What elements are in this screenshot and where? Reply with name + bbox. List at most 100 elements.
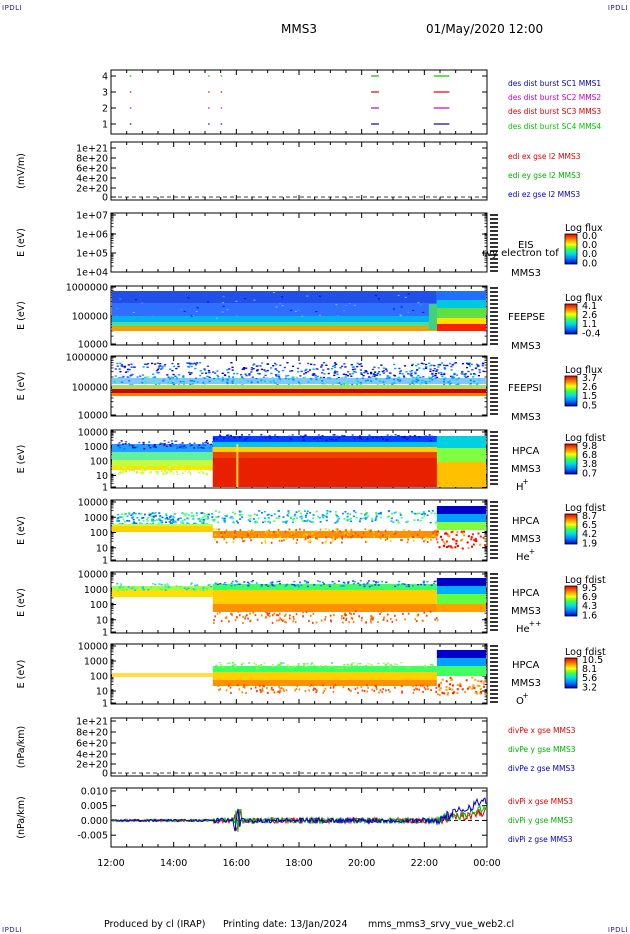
spectrogram-cell: [393, 375, 397, 377]
spectrogram-cell: [189, 373, 192, 375]
species-label-hpca_h: H: [516, 482, 524, 493]
spectrogram-band: [436, 650, 486, 658]
spectrogram-cell: [367, 580, 370, 582]
spectrogram-cell: [256, 369, 259, 372]
spectrogram-cell: [330, 620, 333, 623]
spectrogram-cell: [386, 619, 389, 622]
spectrogram-cell: [120, 583, 123, 585]
spectrogram-cell: [479, 688, 482, 691]
spectrogram-cell: [278, 438, 281, 440]
spectrogram-cell: [353, 437, 356, 440]
spectrogram-cell: [210, 468, 212, 471]
spectrogram-cell: [273, 534, 276, 537]
spectrogram-cell: [246, 581, 249, 584]
spectrogram-cell: [335, 304, 338, 306]
spectrogram-cell: [468, 362, 471, 364]
spectrogram-cell: [156, 471, 159, 473]
spectrogram-cell: [435, 617, 438, 620]
sc-label-hpca_h: MMS3: [511, 464, 541, 475]
spectrogram-cell: [203, 368, 206, 370]
spectrogram-cell: [455, 374, 459, 376]
spectrogram-cell: [414, 687, 417, 690]
spectrogram-cell: [276, 510, 279, 512]
spectrogram-cell: [375, 378, 378, 380]
spectrogram-cell: [476, 684, 479, 687]
spectrogram-cell: [361, 667, 364, 669]
spectrogram-band: [112, 460, 213, 466]
spectrogram-cell: [278, 377, 281, 379]
spectrogram-cell: [417, 377, 420, 379]
spectrogram-cell: [116, 362, 119, 365]
spectrogram-cell: [169, 466, 172, 468]
spectrogram-cell: [405, 521, 408, 523]
y-axis-label-hpca_o: E (eV): [16, 660, 27, 689]
y-tick-label: 8e+20: [76, 154, 108, 165]
spectrogram-cell: [432, 534, 435, 537]
spectrogram-cell: [394, 367, 397, 370]
colorbar-hpca_hepp: [564, 585, 578, 617]
spectrogram-cell: [425, 614, 428, 617]
spectrogram-cell: [361, 616, 363, 619]
spectrogram-band: [436, 578, 486, 586]
spectrogram-cell: [375, 512, 378, 514]
spectrogram-cell: [360, 685, 363, 688]
spectrogram-cell: [345, 617, 348, 620]
spectrogram-cell: [308, 520, 311, 523]
spectrogram-cell: [165, 445, 168, 448]
spectrogram-cell: [473, 539, 476, 542]
colorbar-value: 5.6: [582, 673, 597, 684]
y-tick-label: 4e+20: [76, 174, 108, 185]
spectrogram-cell: [431, 510, 434, 512]
spectrogram-cell: [258, 510, 261, 512]
spectrogram-cell: [154, 519, 157, 522]
legend-entry: edi ey gse l2 MMS3: [508, 171, 581, 180]
spectrogram-cell: [173, 516, 176, 519]
colorbar-value: 6.8: [582, 450, 597, 461]
spectrogram-cell: [129, 444, 132, 447]
spectrogram-cell: [403, 436, 406, 439]
spectrogram-cell: [150, 471, 152, 473]
spectrogram-cell: [257, 517, 260, 520]
spectrogram-cell: [352, 366, 356, 368]
spectrogram-cell: [400, 662, 403, 664]
spectrogram-cell: [124, 470, 127, 472]
spectrogram-cell: [434, 377, 437, 379]
spectrogram-cell: [316, 515, 319, 518]
y-tick-label: 6e+20: [76, 739, 108, 750]
spectrogram-cell: [382, 370, 386, 372]
spectrogram-cell: [181, 466, 184, 468]
spectrogram-cell: [380, 666, 383, 669]
spectrogram-cell: [377, 581, 380, 583]
spectrogram-cell: [190, 381, 193, 384]
spectrogram-cell: [146, 522, 149, 525]
spectrogram-cell: [318, 379, 321, 381]
spectrogram-cell: [292, 376, 295, 378]
spectrogram-cell: [426, 541, 429, 544]
spectrogram-cell: [260, 691, 262, 694]
spectrogram-cell: [349, 665, 352, 667]
spectrogram-cell: [383, 384, 386, 386]
spectrogram-cell: [250, 581, 253, 583]
spectrogram-cell: [156, 473, 158, 475]
spectrogram-cell: [375, 517, 378, 519]
spectrogram-cell: [240, 663, 243, 666]
spectrogram-cell: [154, 377, 157, 380]
spectrogram-cell: [291, 534, 294, 537]
spectrogram-band: [112, 326, 437, 331]
spectrogram-cell: [425, 666, 428, 669]
colorbar-feepse: [564, 303, 578, 335]
spectrogram-cell: [444, 377, 447, 379]
spectrogram-cell: [471, 379, 474, 382]
spectrogram-cell: [236, 521, 239, 524]
spectrogram-cell: [255, 663, 258, 666]
spectrogram-cell: [275, 306, 278, 308]
spectrogram-cell: [125, 441, 128, 443]
spectrogram-cell: [232, 376, 235, 378]
spectrogram-cell: [407, 373, 410, 375]
spectrogram-cell: [329, 438, 332, 440]
spectrogram-cell: [222, 437, 225, 440]
spectrogram-cell: [312, 368, 315, 370]
spectrogram-cell: [331, 580, 334, 583]
spectrogram-cell: [458, 683, 461, 686]
spectrogram-cell: [322, 362, 326, 364]
